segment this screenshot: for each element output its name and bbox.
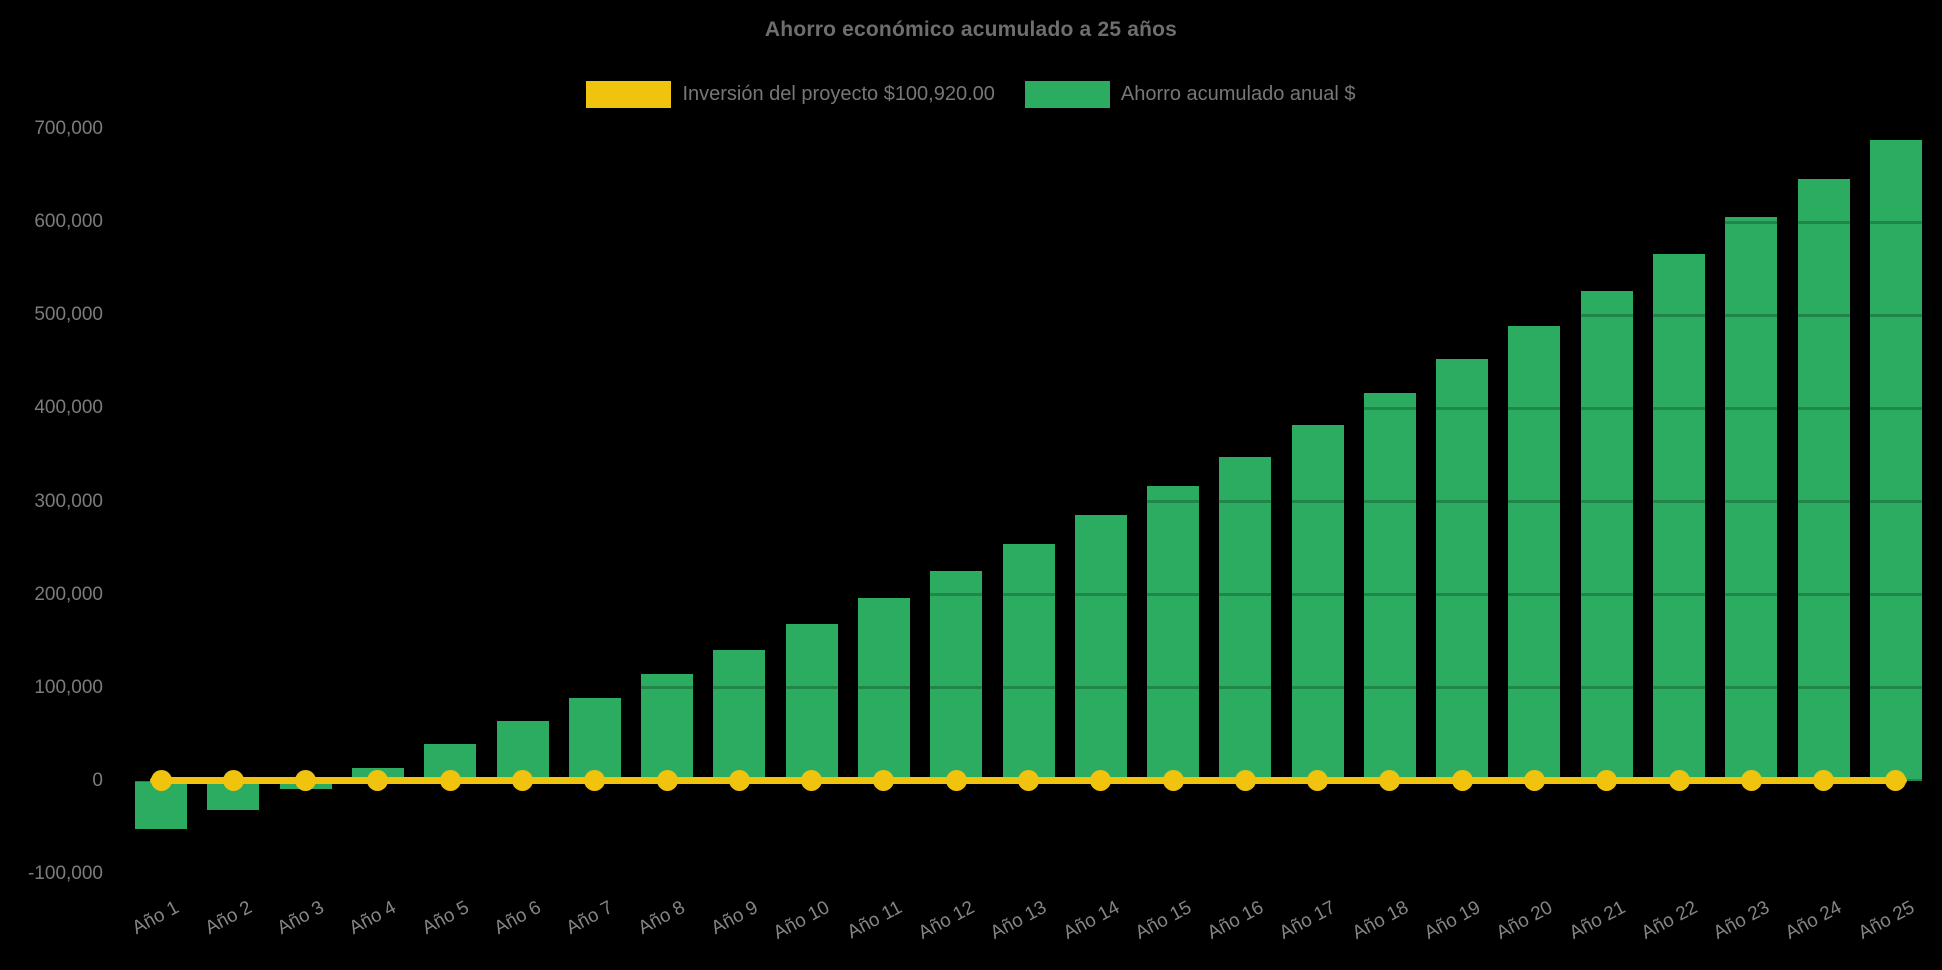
x-tick-label: Año 6 (490, 897, 545, 939)
x-tick-label: Año 20 (1493, 897, 1557, 944)
x-tick-label: Año 9 (707, 897, 762, 939)
x-tick-label: Año 24 (1782, 897, 1846, 944)
investment-point-año-24[interactable] (1813, 770, 1835, 792)
x-tick-label: Año 3 (273, 897, 328, 939)
investment-point-año-12[interactable] (945, 770, 967, 792)
investment-point-año-1[interactable] (150, 770, 172, 792)
bar-año-25[interactable] (1869, 140, 1922, 781)
investment-point-año-20[interactable] (1523, 770, 1545, 792)
x-tick-label: Año 23 (1710, 897, 1774, 944)
savings-legend-label: Ahorro acumulado anual $ (1120, 83, 1356, 105)
bar-año-20[interactable] (1508, 326, 1561, 781)
bar-año-15[interactable] (1147, 485, 1200, 781)
legend-item-investment[interactable]: Inversión del proyecto $100,920.00 (586, 81, 995, 108)
investment-point-año-19[interactable] (1451, 770, 1473, 792)
x-tick-label: Año 21 (1565, 897, 1629, 944)
x-tick-label: Año 18 (1348, 897, 1412, 944)
bar-año-24[interactable] (1797, 179, 1850, 781)
y-tick-label: 400,000 (34, 397, 103, 419)
x-tick-label: Año 15 (1131, 897, 1195, 944)
x-tick-label: Año 16 (1204, 897, 1268, 944)
investment-point-año-14[interactable] (1090, 770, 1112, 792)
investment-point-año-9[interactable] (728, 770, 750, 792)
plot-area (125, 127, 1932, 876)
x-tick-label: Año 19 (1420, 897, 1485, 944)
savings-legend-swatch (1024, 81, 1110, 108)
investment-legend-label: Inversión del proyecto $100,920.00 (682, 83, 995, 105)
investment-point-año-16[interactable] (1234, 770, 1256, 792)
x-tick-label: Año 1 (129, 897, 183, 939)
bar-año-21[interactable] (1580, 291, 1633, 781)
investment-point-año-17[interactable] (1307, 770, 1329, 792)
bar-año-17[interactable] (1291, 425, 1344, 781)
x-tick-label: Año 4 (346, 897, 400, 939)
investment-point-año-23[interactable] (1740, 770, 1762, 792)
bar-año-23[interactable] (1725, 217, 1778, 781)
y-tick-label: 600,000 (34, 211, 103, 233)
x-tick-label: Año 17 (1276, 897, 1340, 944)
investment-point-año-15[interactable] (1162, 770, 1184, 792)
x-tick-label: Año 12 (915, 897, 979, 944)
bar-año-13[interactable] (1002, 544, 1055, 781)
investment-point-año-25[interactable] (1885, 770, 1907, 792)
bar-año-11[interactable] (857, 598, 910, 781)
x-tick-label: Año 14 (1059, 897, 1123, 944)
legend-item-savings[interactable]: Ahorro acumulado anual $ (1024, 81, 1356, 108)
bar-año-9[interactable] (713, 649, 766, 781)
investment-legend-swatch (586, 81, 672, 108)
y-tick-label: 200,000 (34, 583, 103, 605)
bar-año-18[interactable] (1363, 393, 1416, 781)
gridline-overlay (125, 127, 1932, 131)
y-tick-label: 0 (92, 769, 103, 791)
gridline-overlay (125, 220, 1932, 224)
bar-año-12[interactable] (930, 571, 983, 781)
bar-año-19[interactable] (1436, 359, 1489, 781)
investment-point-año-5[interactable] (439, 770, 461, 792)
x-tick-label: Año 13 (987, 897, 1051, 944)
investment-point-año-11[interactable] (873, 770, 895, 792)
investment-point-año-10[interactable] (801, 770, 823, 792)
gridline-overlay (125, 872, 1932, 876)
y-tick-label: 100,000 (34, 676, 103, 698)
x-tick-label: Año 7 (562, 897, 617, 939)
investment-point-año-22[interactable] (1668, 770, 1690, 792)
chart-title: Ahorro económico acumulado a 25 años (764, 18, 1178, 41)
bar-año-16[interactable] (1219, 456, 1272, 781)
bar-año-22[interactable] (1653, 253, 1706, 781)
x-tick-label: Año 22 (1637, 897, 1701, 944)
investment-point-año-6[interactable] (512, 770, 534, 792)
x-tick-label: Año 11 (844, 897, 906, 944)
y-tick-label: 700,000 (34, 118, 103, 139)
investment-point-año-18[interactable] (1379, 770, 1401, 792)
bar-año-7[interactable] (568, 697, 621, 781)
y-tick-label: 300,000 (34, 490, 103, 512)
x-tick-label: Año 2 (201, 897, 256, 939)
investment-point-año-21[interactable] (1596, 770, 1618, 792)
investment-point-año-3[interactable] (295, 770, 317, 792)
x-tick-label: Año 10 (770, 897, 834, 944)
investment-point-año-4[interactable] (367, 770, 389, 792)
investment-point-año-8[interactable] (656, 770, 678, 792)
y-tick-label: -100,000 (27, 863, 103, 884)
bar-año-8[interactable] (641, 673, 694, 781)
bar-año-10[interactable] (785, 624, 838, 781)
investment-point-año-13[interactable] (1018, 770, 1039, 792)
x-tick-label: Año 5 (418, 897, 473, 939)
legend: Inversión del proyecto $100,920.00 Ahorr… (0, 81, 1942, 108)
x-tick-label: Año 8 (635, 897, 689, 939)
x-tick-label: Año 25 (1854, 897, 1918, 944)
investment-point-año-2[interactable] (222, 770, 244, 792)
bar-año-14[interactable] (1074, 515, 1127, 781)
y-tick-label: 500,000 (34, 304, 103, 326)
investment-point-año-7[interactable] (584, 770, 606, 792)
